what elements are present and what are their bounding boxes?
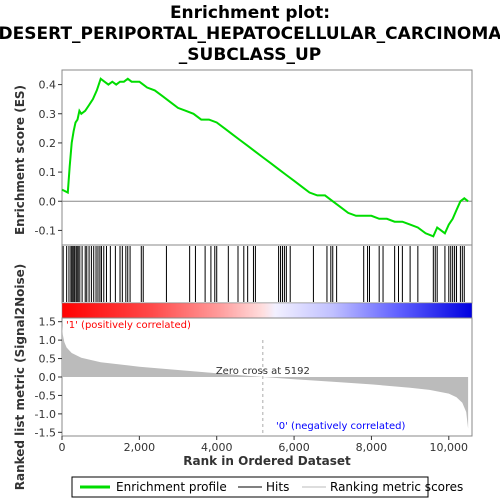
ranking-metric-area <box>62 325 469 429</box>
title-line-3: _SUBCLASS_UP <box>179 45 321 65</box>
es-y-tick-label: 0.1 <box>39 166 57 179</box>
metric-y-tick-label: -0.5 <box>35 389 56 402</box>
es-y-axis-label: Enrichment score (ES) <box>13 85 27 235</box>
metric-y-tick-label: -1.5 <box>35 426 56 439</box>
es-panel-frame <box>61 69 473 246</box>
title-line-1: Enrichment plot: <box>170 3 330 23</box>
metric-y-tick-label: -1.0 <box>35 408 56 421</box>
metric-y-axis-label: Ranked list metric (Signal2Noise) <box>13 264 27 491</box>
metric-y-tick-label: 1.5 <box>39 316 57 329</box>
x-tick-label: 0 <box>59 441 66 454</box>
metric-y-ticks: 1.5 1.0 0.5 0.0 -0.5 -1.0 -1.5 <box>35 316 62 439</box>
x-tick-label: 6,000 <box>278 441 310 454</box>
x-tick-label: 4,000 <box>201 441 233 454</box>
zero-cross-label: Zero cross at 5192 <box>216 366 310 377</box>
legend-label-metric: Ranking metric scores <box>330 480 463 494</box>
es-y-tick-label: -0.1 <box>35 224 56 237</box>
ranking-color-bar <box>61 302 473 319</box>
es-y-tick-label: 0.4 <box>39 79 57 92</box>
es-curve-group <box>61 77 469 238</box>
hits-group <box>62 246 465 302</box>
legend-label-enrichment: Enrichment profile <box>116 480 227 494</box>
es-y-tick-label: 0.0 <box>39 195 57 208</box>
x-axis-label: Rank in Ordered Dataset <box>183 454 351 468</box>
x-tick-label: 10,000 <box>430 441 469 454</box>
title-line-2: DESERT_PERIPORTAL_HEPATOCELLULAR_CARCINO… <box>0 24 500 44</box>
negative-correlation-label: '0' (negatively correlated) <box>276 421 405 432</box>
es-y-tick-label: 0.2 <box>39 137 57 150</box>
es-y-tick-label: 0.3 <box>39 108 57 121</box>
es-y-ticks: 0.4 0.3 0.2 0.1 0.0 -0.1 <box>35 79 62 237</box>
positive-correlation-label: '1' (positively correlated) <box>66 320 191 331</box>
metric-y-tick-label: 1.0 <box>39 334 57 347</box>
x-axis-ticks: 0 2,000 4,000 6,000 8,000 10,000 <box>59 436 469 454</box>
metric-y-tick-label: 0.5 <box>39 353 57 366</box>
metric-y-tick-label: 0.0 <box>39 371 57 384</box>
legend-label-hits: Hits <box>266 480 289 494</box>
x-tick-label: 2,000 <box>124 441 156 454</box>
enrichment-profile-line <box>61 77 469 238</box>
x-tick-label: 8,000 <box>356 441 388 454</box>
